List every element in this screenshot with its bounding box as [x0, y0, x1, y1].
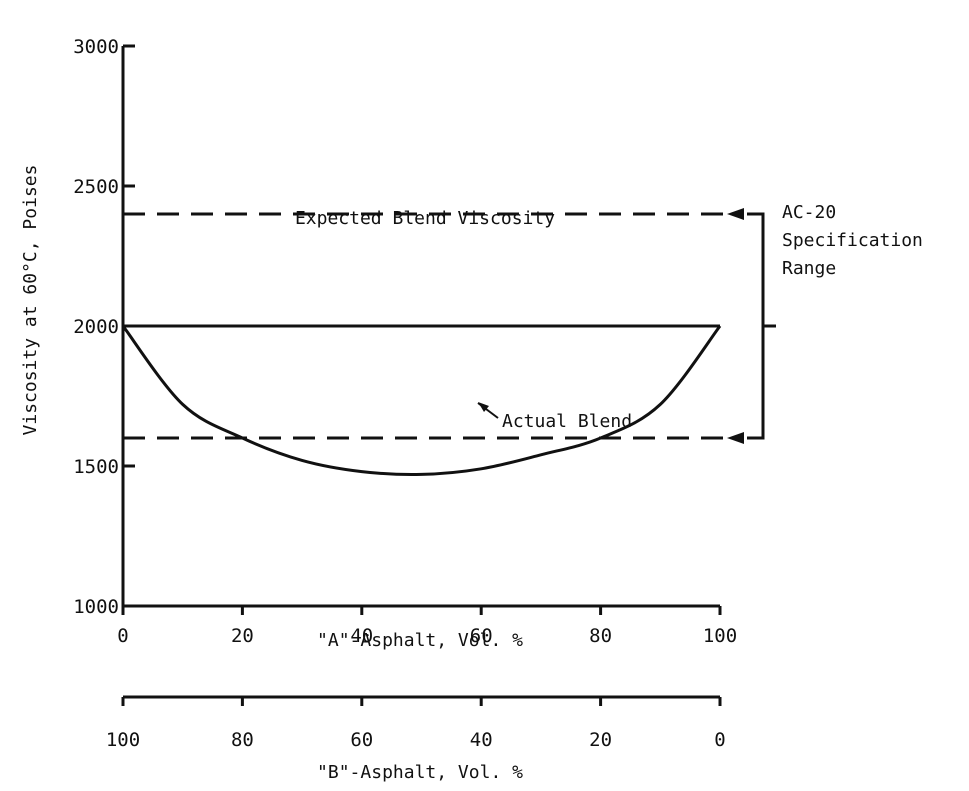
x-tick-label-5: 100: [703, 625, 737, 647]
x-tick-label-1: 20: [231, 625, 254, 647]
y-tick-label-3: 2500: [73, 176, 119, 198]
tick-labels: 1000 1500 2000 2500 3000 0 20 40 60 80 100 100 80 60 4…: [73, 36, 737, 751]
series-label-actual: Actual Blend: [502, 411, 632, 432]
reference-lines: [123, 208, 744, 444]
x-tick-label-3: 60: [470, 625, 493, 647]
y-axis-label: Viscosity at 60°C, Poises: [20, 165, 41, 436]
series-label-expected: Expected Blend Viscosity: [295, 208, 555, 229]
range-label-line-2: Specification: [782, 230, 923, 251]
x-tick-label-4: 80: [589, 625, 612, 647]
reference-arrowhead-0: [727, 208, 744, 220]
x2-tick-label-4: 20: [589, 729, 612, 751]
spec-range-bracket: [747, 212, 765, 440]
series-lines: [121, 324, 722, 477]
y-tick-label-4: 3000: [73, 36, 119, 58]
y-tick-label-0: 1000: [73, 596, 119, 618]
x2-tick-label-0: 100: [106, 729, 140, 751]
x2-tick-label-3: 40: [470, 729, 493, 751]
x2-tick-label-2: 60: [350, 729, 373, 751]
x2-tick-label-1: 80: [231, 729, 254, 751]
x-tick-label-0: 0: [117, 625, 128, 647]
y-tick-label-1: 1500: [73, 456, 119, 478]
axes: [121, 46, 720, 699]
x-axis-label: "A"-Asphalt, Vol. %: [317, 630, 523, 651]
x2-tick-label-5: 0: [714, 729, 725, 751]
series-line-1: [121, 325, 722, 477]
range-label-line-1: AC-20: [782, 202, 836, 223]
annotations: Expected Blend Viscosity Actual Blend AC…: [295, 202, 923, 440]
range-label-line-3: Range: [782, 258, 836, 279]
actual-blend-pointer-arrowhead: [478, 402, 489, 412]
x-tick-label-2: 40: [350, 625, 373, 647]
reference-arrowhead-1: [727, 432, 744, 444]
x2-axis-label: "B"-Asphalt, Vol. %: [317, 762, 523, 783]
y-tick-label-2: 2000: [73, 316, 119, 338]
